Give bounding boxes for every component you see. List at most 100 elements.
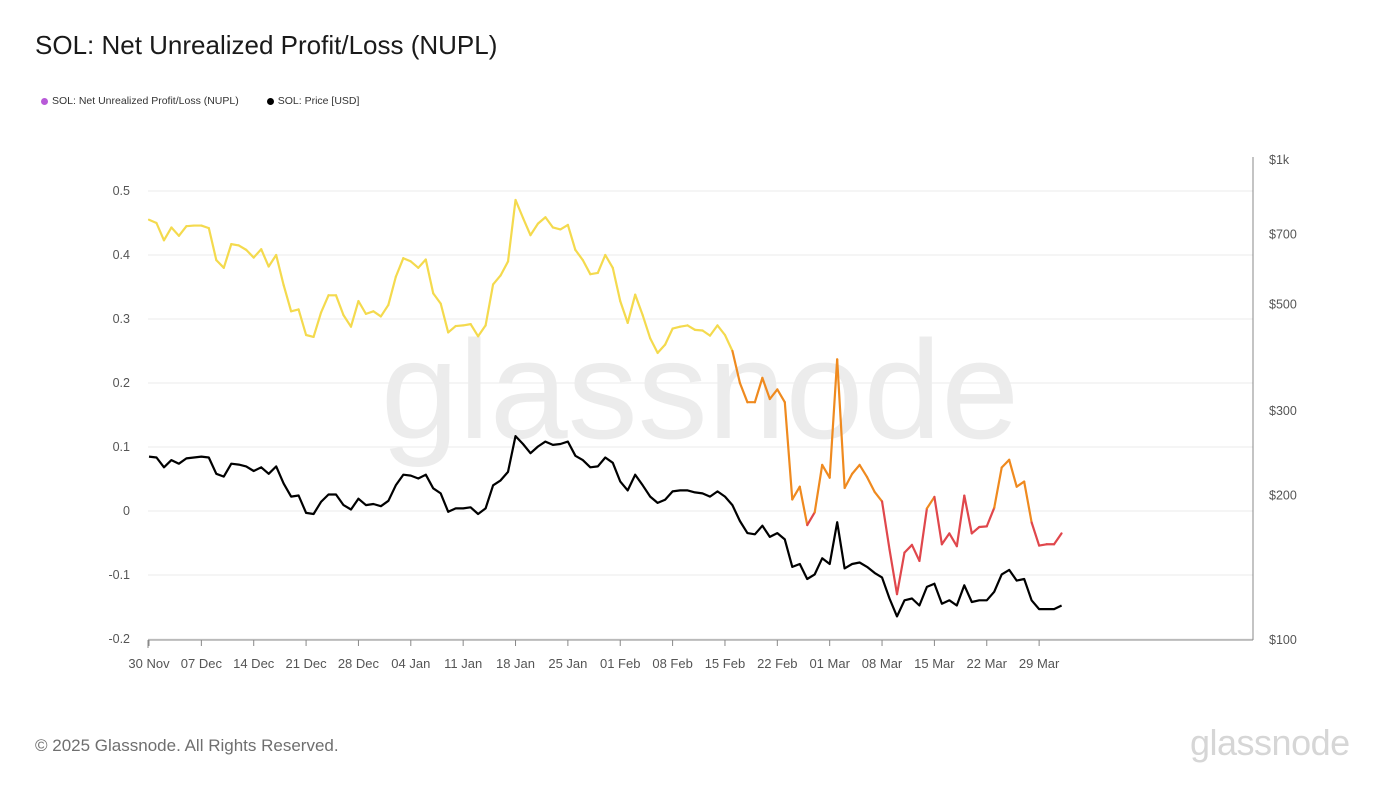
grid-lines — [148, 190, 1253, 640]
nupl-segment — [462, 323, 472, 327]
nupl-segment — [379, 303, 390, 318]
nupl-segment — [664, 327, 674, 346]
y-left-tick-label: 0.2 — [113, 376, 130, 390]
x-tick-label: 04 Jan — [391, 656, 430, 671]
y-left-tick-label: 0.4 — [113, 248, 130, 262]
nupl-segment — [574, 248, 584, 262]
legend-item-price[interactable]: SOL: Price [USD] — [266, 95, 360, 107]
nupl-segment — [566, 223, 577, 251]
nupl-segment — [499, 260, 510, 277]
nupl-segment — [776, 388, 786, 404]
chart-legend: SOL: Net Unrealized Profit/Loss (NUPL) S… — [41, 95, 359, 107]
x-tick-label: 14 Dec — [233, 656, 275, 671]
nupl-segment — [873, 490, 884, 503]
nupl-segment — [319, 294, 330, 314]
nupl-segment — [836, 358, 846, 490]
nupl-segment — [424, 258, 435, 295]
nupl-segment — [626, 293, 637, 324]
nupl-segment — [589, 271, 599, 276]
legend-dot-price — [266, 97, 274, 105]
nupl-segment — [895, 551, 906, 596]
nupl-segment — [342, 314, 353, 328]
nupl-segment — [619, 299, 629, 324]
nupl-segment — [1023, 480, 1033, 524]
y-left-tick-label: 0.5 — [113, 184, 130, 198]
nupl-segment — [155, 221, 166, 242]
y-right-tick-label: $1k — [1269, 153, 1290, 167]
nupl-segment — [634, 293, 644, 317]
nupl-segment — [656, 343, 667, 355]
nupl-series — [147, 198, 1063, 596]
y-right-tick-label: $200 — [1269, 489, 1297, 503]
x-tick-label: 29 Mar — [1019, 656, 1060, 671]
x-tick-label: 01 Mar — [809, 656, 850, 671]
y-left-tick-label: 0 — [123, 504, 130, 518]
nupl-segment — [260, 248, 270, 268]
nupl-segment — [933, 495, 943, 546]
x-tick-label: 22 Feb — [757, 656, 797, 671]
nupl-segment — [798, 485, 809, 527]
nupl-segment — [604, 253, 614, 269]
nupl-segment — [828, 358, 839, 479]
nupl-segment — [469, 323, 480, 338]
nupl-segment — [215, 259, 225, 269]
axes: 0.5 0.4 0.3 0.2 0.1 0 -0.1 -0.2 $1k $700 $500 $300 $… — [108, 153, 1296, 671]
nupl-segment — [275, 253, 285, 287]
price-line — [148, 435, 1063, 618]
nupl-segment — [596, 253, 607, 275]
nupl-segment — [611, 266, 622, 303]
nupl-segment — [162, 226, 173, 242]
y-right-tick-label: $700 — [1269, 227, 1297, 241]
nupl-segment — [282, 283, 293, 313]
nupl-segment — [432, 292, 442, 305]
nupl-segment — [252, 248, 263, 259]
nupl-segment — [147, 218, 158, 225]
nupl-segment — [514, 198, 525, 219]
legend-dot-nupl — [41, 97, 48, 105]
nupl-chart[interactable]: glassnode 0.5 0.4 0.3 0.2 0.1 0 -0.1 -0.2 $1k $70… — [0, 0, 1400, 700]
nupl-segment — [409, 260, 420, 269]
nupl-segment — [177, 225, 188, 237]
y-left-tick-label: 0.1 — [113, 440, 130, 454]
y-right-tick-label: $100 — [1269, 633, 1297, 647]
nupl-segment — [559, 223, 569, 231]
nupl-segment — [993, 466, 1003, 509]
nupl-segment — [1038, 543, 1048, 547]
nupl-segment — [402, 257, 412, 263]
nupl-segment — [521, 216, 532, 237]
nupl-segment — [985, 506, 996, 528]
nupl-segment — [349, 299, 360, 328]
nupl-segment — [207, 227, 218, 262]
nupl-segment — [918, 507, 929, 563]
legend-label-price: SOL: Price [USD] — [277, 95, 360, 107]
nupl-segment — [955, 494, 966, 548]
nupl-segment — [237, 244, 248, 251]
nupl-segment — [1030, 521, 1041, 547]
nupl-segment — [865, 475, 876, 493]
brand-logo: glassnode — [1190, 722, 1350, 763]
nupl-segment — [686, 324, 697, 331]
nupl-segment — [334, 294, 345, 317]
nupl-segment — [753, 376, 764, 404]
nupl-segment — [581, 259, 592, 276]
x-tick-label: 08 Feb — [652, 656, 692, 671]
nupl-segment — [304, 333, 315, 339]
nupl-segment — [925, 495, 936, 510]
nupl-segment — [439, 302, 450, 334]
legend-item-nupl[interactable]: SOL: Net Unrealized Profit/Loss (NUPL) — [41, 95, 239, 107]
nupl-segment — [963, 494, 973, 535]
nupl-segment — [290, 308, 300, 313]
nupl-segment — [230, 243, 240, 247]
y-left-tick-label: 0.3 — [113, 312, 130, 326]
nupl-segment — [858, 463, 869, 479]
nupl-segment — [544, 216, 555, 229]
y-left-tick-label: -0.1 — [108, 568, 130, 582]
nupl-segment — [701, 329, 712, 337]
watermark: glassnode — [381, 311, 1019, 468]
x-tick-label: 30 Nov — [128, 656, 170, 671]
nupl-segment — [723, 333, 734, 353]
nupl-segment — [1000, 458, 1011, 469]
nupl-segment — [806, 511, 816, 527]
x-tick-label: 22 Mar — [967, 656, 1008, 671]
nupl-segment — [170, 226, 181, 237]
